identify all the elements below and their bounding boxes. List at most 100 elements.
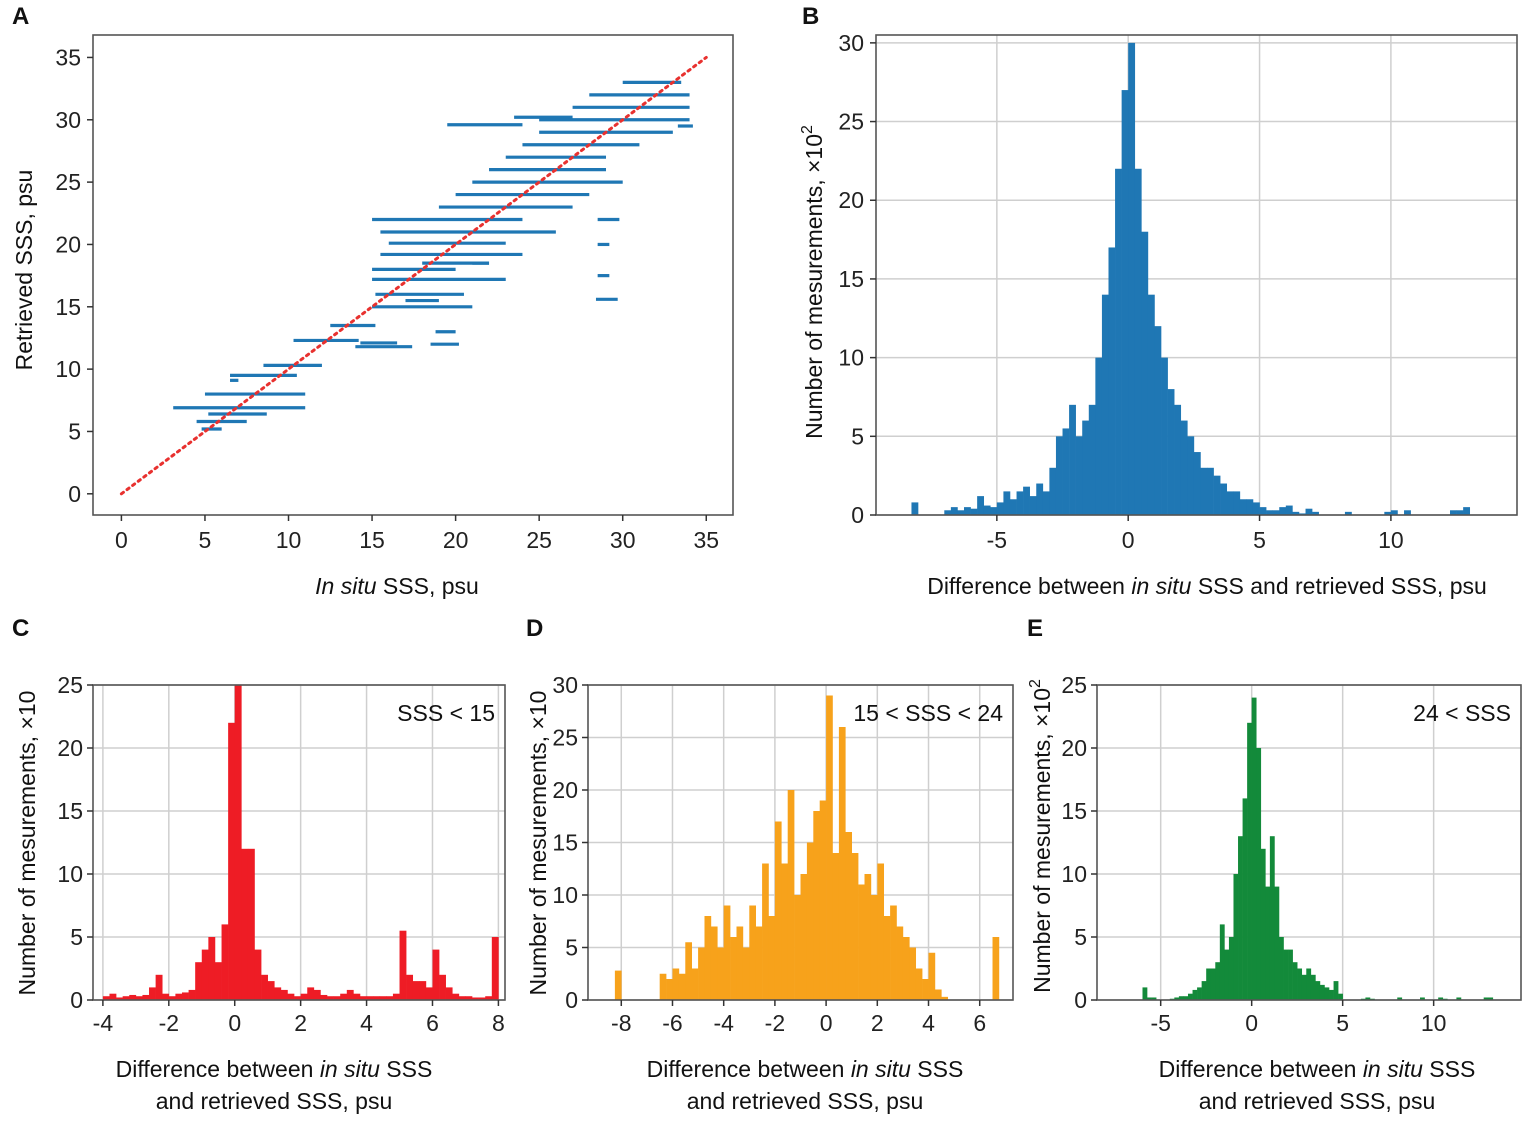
histogram-bar xyxy=(129,994,137,1000)
histogram-bar xyxy=(1207,467,1214,515)
histogram-bar xyxy=(1215,962,1221,1000)
histogram-bar xyxy=(977,496,985,515)
histogram-bar xyxy=(1420,997,1425,1000)
x-axis-label-italic: in situ xyxy=(1131,573,1191,599)
histogram-bar xyxy=(122,996,130,1000)
subset-annotation: 15 < SSS < 24 xyxy=(853,700,1003,726)
histogram-bar xyxy=(659,973,667,1000)
histogram-bar xyxy=(221,924,229,1000)
plot-frame xyxy=(875,34,1518,516)
histogram-bar xyxy=(320,994,328,1000)
histogram-bar xyxy=(1029,496,1037,515)
histogram-bar xyxy=(1310,974,1316,1000)
histogram-bar xyxy=(313,989,321,1000)
histogram-bar xyxy=(858,884,865,1000)
histogram-bar xyxy=(399,930,407,1000)
histogram-bar xyxy=(1003,491,1011,515)
y-tick-label: 10 xyxy=(838,345,864,371)
plot-frame xyxy=(92,34,734,516)
histogram-bar xyxy=(1088,404,1096,515)
x-tick-label: 0 xyxy=(820,1010,833,1036)
histogram-bar xyxy=(1312,511,1319,515)
histogram-bar xyxy=(864,874,872,1000)
histogram-bar xyxy=(1108,247,1116,515)
histogram-bar xyxy=(1285,505,1293,515)
y-tick-label: 25 xyxy=(57,672,83,698)
x-tick-label: -5 xyxy=(1150,1010,1170,1036)
histogram-bar xyxy=(1488,997,1494,1000)
histogram-bar xyxy=(1167,389,1175,515)
histogram-bar xyxy=(964,507,971,515)
x-tick-label: -6 xyxy=(662,1010,682,1036)
histogram-bar xyxy=(458,996,466,1000)
histogram-bar xyxy=(261,974,268,1000)
histogram-bar xyxy=(794,895,801,1000)
y-tick-label: 10 xyxy=(57,861,83,887)
y-tick-label: 15 xyxy=(55,294,81,320)
histogram-bar xyxy=(1338,993,1343,1000)
histogram-bar xyxy=(208,937,216,1000)
histogram-bar xyxy=(1384,511,1392,515)
y-tick-label: 30 xyxy=(55,107,81,133)
x-axis-label-a: In situ SSS, psu xyxy=(315,573,479,599)
histogram-bar xyxy=(465,996,473,1000)
histogram-bar xyxy=(717,947,724,1000)
panel-label-a: A xyxy=(12,3,29,30)
histogram-bar xyxy=(1187,436,1195,515)
histogram-bar xyxy=(1101,294,1109,515)
histogram-bar xyxy=(1161,357,1168,515)
y-axis-label-text: Number of mesurements, ×10 xyxy=(1029,688,1055,993)
plot-frame xyxy=(1096,684,1522,1001)
histogram-bar xyxy=(1233,874,1239,1000)
y-tick-label: 0 xyxy=(68,481,81,507)
histogram-bar xyxy=(346,989,354,1000)
histogram-bar xyxy=(992,937,1000,1000)
x-tick-label: 2 xyxy=(871,1010,884,1036)
histogram-bar xyxy=(280,989,288,1000)
histogram-bar xyxy=(845,832,853,1000)
x-tick-label: -4 xyxy=(713,1010,734,1036)
histogram-bar xyxy=(392,993,400,1000)
histogram-bar xyxy=(1278,937,1284,1000)
histogram-bar xyxy=(990,507,998,515)
x-axis-label-e-line2: and retrieved SSS, psu xyxy=(1199,1088,1436,1114)
histogram-bar xyxy=(742,947,750,1000)
x-tick-label: 4 xyxy=(922,1010,935,1036)
x-tick-label: 30 xyxy=(610,527,636,553)
y-tick-label: 15 xyxy=(838,266,864,292)
histogram-bar xyxy=(491,937,499,1000)
y-tick-label: 20 xyxy=(552,777,578,803)
histogram-bar xyxy=(353,993,361,1000)
histogram-bar xyxy=(439,974,446,1000)
x-axis-label-pre: Difference between xyxy=(116,1056,320,1082)
x-tick-label: 6 xyxy=(426,1010,439,1036)
histogram-bar xyxy=(135,996,143,1000)
histogram-bar xyxy=(704,916,712,1000)
histogram-bar xyxy=(452,993,460,1000)
x-axis-label-rest: SSS xyxy=(911,1056,963,1082)
y-tick-label: 10 xyxy=(1061,861,1087,887)
y-tick-label: 5 xyxy=(851,423,864,449)
histogram-bar xyxy=(234,685,242,1000)
subset-annotation: 24 < SSS xyxy=(1413,700,1511,726)
histogram-bar xyxy=(294,996,301,1000)
y-tick-label: 10 xyxy=(55,356,81,382)
histogram-bar xyxy=(1306,968,1312,1000)
x-tick-label: 0 xyxy=(228,1010,241,1036)
y-tick-label: 35 xyxy=(55,44,81,70)
histogram-bar xyxy=(1242,798,1248,1000)
histogram-bar xyxy=(1055,436,1063,515)
histogram-bar xyxy=(806,842,814,1000)
histogram-bar xyxy=(1404,510,1411,515)
histogram-bar xyxy=(201,949,209,1000)
x-tick-label: 35 xyxy=(693,527,719,553)
histogram-bar xyxy=(155,974,163,1000)
histogram-bar xyxy=(149,987,156,1000)
histogram-bar xyxy=(1274,886,1280,1000)
histogram-bar xyxy=(425,987,433,1000)
histogram-bar xyxy=(1121,90,1129,515)
histogram-bar xyxy=(1200,467,1208,515)
histogram-bar xyxy=(472,997,479,1000)
histogram-bar xyxy=(247,848,255,1000)
histogram-bar xyxy=(1201,981,1207,1000)
